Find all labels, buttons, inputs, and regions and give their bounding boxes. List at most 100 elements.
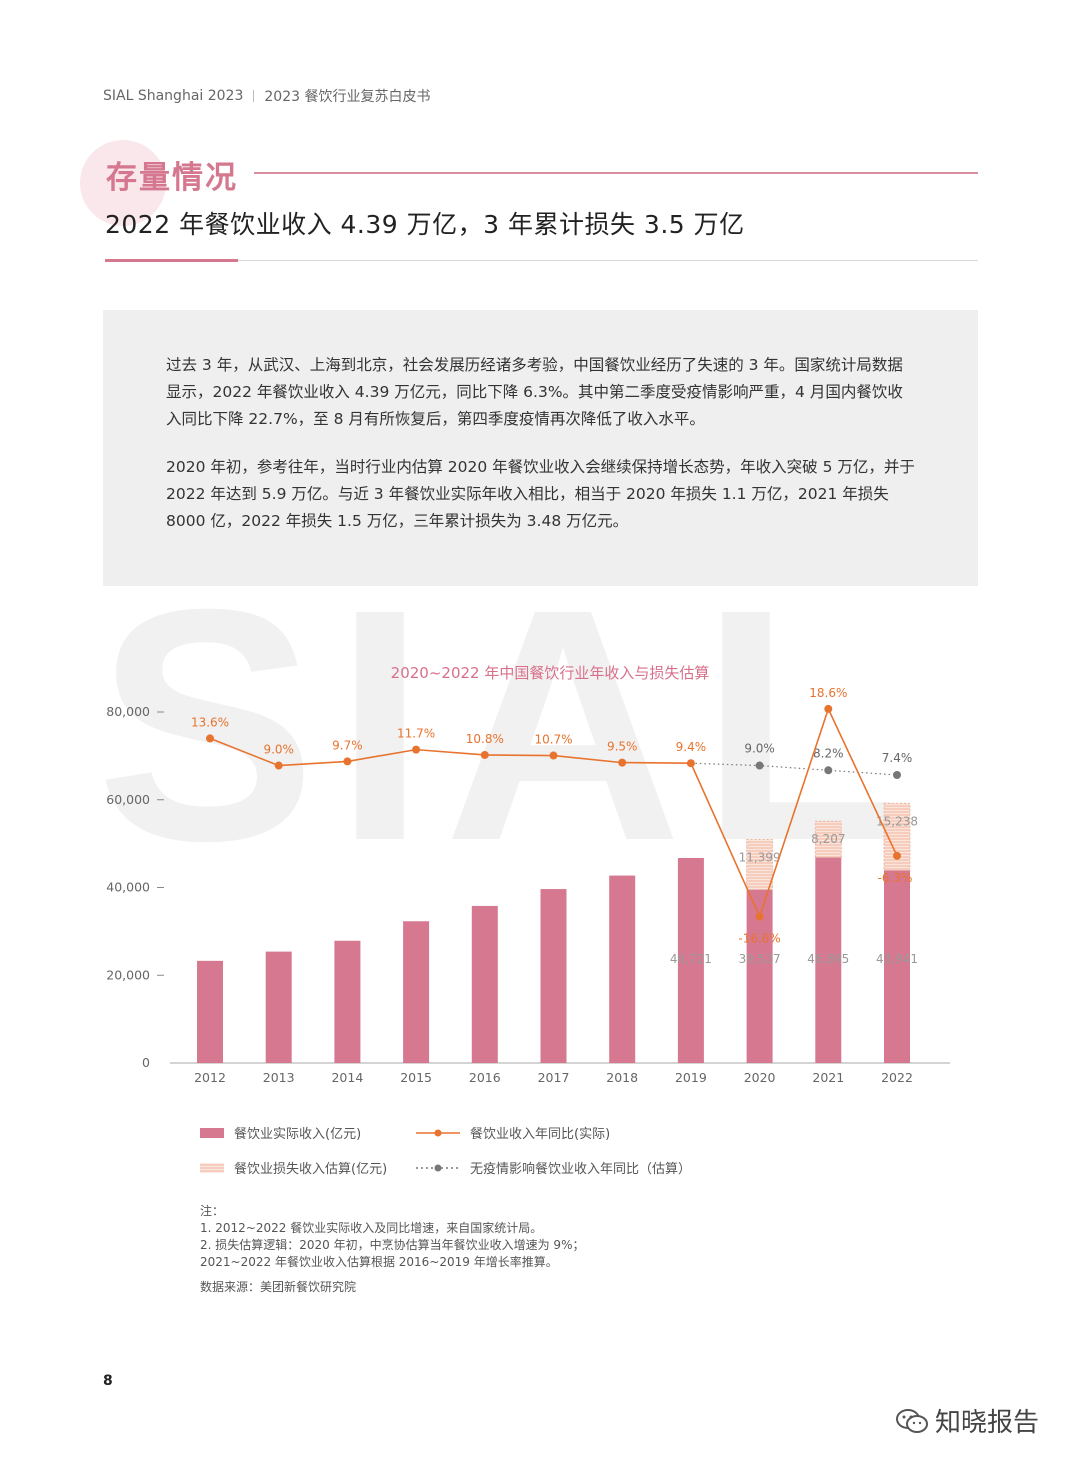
page-number: 8: [103, 1373, 113, 1389]
actual-yoy-label: 9.4%: [676, 740, 707, 754]
actual-yoy-label: 9.0%: [263, 743, 294, 757]
summary-paragraph-1: 过去 3 年，从武汉、上海到北京，社会发展历经诸多考验，中国餐饮业经历了失速的 …: [166, 356, 903, 428]
headline-divider: [105, 260, 978, 261]
x-tick-label: 2018: [606, 1070, 638, 1085]
sial-watermark: SIAL: [96, 540, 920, 909]
y-tick-label: 0: [142, 1055, 150, 1070]
actual-yoy-point: [549, 751, 558, 760]
chart-bar-labels: 11,399 8,207 15,238 46,721 39,527 46,895 43,94…: [670, 814, 918, 966]
page-header: SIAL Shanghai 2023 2023 餐饮行业复苏白皮书: [103, 86, 430, 106]
actual-yoy-label: 9.7%: [332, 738, 363, 752]
estimated-yoy-label: 8.2%: [813, 746, 844, 760]
actual-yoy-label: -16.6%: [738, 932, 780, 946]
estimated-yoy-label: 9.0%: [744, 742, 775, 756]
brand-name: 知晓报告: [935, 1408, 1040, 1438]
estimated-yoy-point: [755, 761, 764, 770]
legend-actual-yoy: 餐饮业收入年同比(实际): [416, 1123, 610, 1142]
chart-title: 2020~2022 年中国餐饮行业年收入与损失估算: [391, 664, 710, 682]
y-tick-label: 20,000: [106, 967, 150, 982]
revenue-bar: [609, 875, 636, 1063]
legend-loss-swatch: [200, 1162, 224, 1173]
revenue-bar: [677, 858, 704, 1063]
actual-yoy-label: 18.6%: [809, 686, 847, 700]
loss-value-label: 8,207: [811, 832, 845, 846]
summary-paragraph-2: 2020 年初，参考往年，当时行业内估算 2020 年餐饮业收入会继续保持增长态…: [166, 458, 915, 530]
actual-yoy-point: [893, 851, 901, 860]
revenue-value-label: 46,895: [807, 952, 849, 966]
brand-mark: 知晓报告: [895, 1402, 1039, 1439]
data-source: 数据来源：美团新餐饮研究院: [200, 1280, 357, 1294]
revenue-bar: [471, 905, 498, 1063]
loss-value-label: 11,399: [739, 851, 781, 865]
chart-notes: 注： 1. 2012~2022 餐饮业实际收入及同比增速，来自国家统计局。 2.…: [200, 1203, 584, 1296]
y-tick-label: 60,000: [106, 792, 150, 807]
x-tick-label: 2016: [469, 1070, 501, 1085]
chart-lines: 9.0% 8.2% 7.4% 13.6% 9.0% 9.7% 11.7% 10.8% 10.7%…: [191, 686, 912, 946]
x-tick-label: 2013: [263, 1070, 295, 1085]
actual-yoy-point: [618, 758, 627, 767]
actual-yoy-point: [412, 745, 421, 754]
chart-bars: [197, 802, 911, 1063]
section-title-decoration: [80, 140, 166, 226]
header-doc-title: 2023 餐饮行业复苏白皮书: [264, 89, 431, 105]
estimated-yoy-point: [824, 766, 833, 775]
estimated-yoy-label: 7.4%: [882, 751, 913, 765]
legend-dotted-swatch: [416, 1164, 460, 1171]
actual-yoy-point: [343, 757, 352, 766]
revenue-bar: [815, 857, 842, 1063]
actual-yoy-label: 10.7%: [534, 733, 572, 747]
revenue-bar: [197, 960, 223, 1063]
revenue-bar: [540, 889, 567, 1063]
x-tick-label: 2017: [538, 1070, 570, 1085]
revenue-loss-chart: 2020~2022 年中国餐饮行业年收入与损失估算 0 20,000 40,000 6…: [106, 664, 950, 1085]
x-tick-label: 2019: [675, 1070, 707, 1085]
legend-line-swatch: [416, 1129, 460, 1136]
legend-actual-revenue: 餐饮业实际收入(亿元): [200, 1123, 361, 1142]
estimated-yoy-point: [893, 771, 901, 779]
x-tick-label: 2021: [812, 1070, 844, 1085]
revenue-value-label: 46,721: [670, 952, 712, 966]
note-line: 注：: [200, 1204, 225, 1218]
revenue-bar: [265, 951, 292, 1063]
note-line: 2021~2022 年餐饮业收入估算根据 2016~2019 年增长率推算。: [200, 1255, 558, 1269]
actual-yoy-point: [274, 761, 283, 770]
note-line: 1. 2012~2022 餐饮业实际收入及同比增速，来自国家统计局。: [200, 1221, 543, 1235]
legend-loss-estimate: 餐饮业损失收入估算(亿元): [200, 1158, 387, 1177]
x-tick-label: 2020: [744, 1070, 776, 1085]
x-tick-label: 2015: [400, 1070, 432, 1085]
y-tick-label: 40,000: [106, 880, 150, 895]
actual-yoy-label: -6.3%: [878, 871, 913, 885]
actual-yoy-label: 10.8%: [466, 732, 504, 746]
chat-bubble-icon: [896, 1408, 928, 1433]
legend-label: 无疫情影响餐饮业收入年同比（估算）: [470, 1162, 692, 1177]
legend-label: 餐饮业收入年同比(实际): [470, 1127, 611, 1142]
actual-yoy-label: 13.6%: [191, 715, 229, 729]
actual-yoy-point: [480, 750, 489, 759]
legend-label: 餐饮业实际收入(亿元): [234, 1127, 362, 1142]
x-tick-label: 2022: [881, 1070, 913, 1085]
header-separator: [253, 90, 255, 102]
actual-yoy-label: 9.5%: [607, 740, 638, 754]
legend-estimated-yoy: 无疫情影响餐饮业收入年同比（估算）: [416, 1158, 691, 1177]
y-tick-label: 80,000: [106, 704, 150, 719]
section-title: 存量情况: [106, 160, 238, 196]
note-line: 2. 损失估算逻辑：2020 年初，中烹协估算当年餐饮业收入增速为 9%；: [200, 1238, 585, 1252]
summary-box: 过去 3 年，从武汉、上海到北京，社会发展历经诸多考验，中国餐饮业经历了失速的 …: [103, 310, 978, 586]
actual-yoy-point: [686, 759, 695, 768]
x-tick-label: 2012: [194, 1070, 226, 1085]
loss-bar: [746, 839, 774, 891]
page-headline: 2022 年餐饮业收入 4.39 万亿，3 年累计损失 3.5 万亿: [105, 210, 745, 239]
x-tick-label: 2014: [331, 1070, 363, 1085]
revenue-value-label: 43,941: [876, 952, 918, 966]
actual-yoy-point: [824, 704, 833, 713]
revenue-value-label: 39,527: [739, 952, 781, 966]
loss-bar: [814, 820, 842, 858]
chart-axes: 0 20,000 40,000 60,000 80,000 2012 2013 2014 201…: [106, 704, 950, 1085]
revenue-bar: [334, 940, 361, 1063]
header-event-name: SIAL Shanghai 2023: [103, 88, 244, 104]
revenue-bar: [403, 921, 430, 1063]
actual-yoy-label: 11.7%: [397, 727, 435, 741]
actual-yoy-point: [755, 912, 764, 921]
actual-yoy-point: [206, 734, 214, 743]
revenue-bar: [884, 870, 910, 1063]
